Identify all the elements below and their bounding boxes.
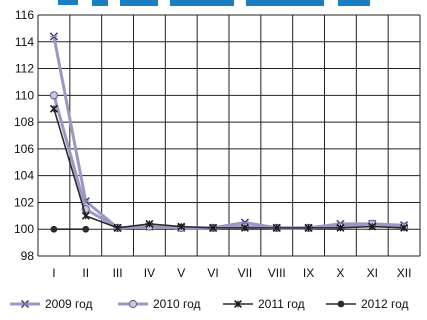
legend-label: 2011 год: [258, 297, 305, 311]
legend-item: 2012 год: [326, 297, 409, 311]
y-tick-label: 112: [15, 62, 34, 76]
y-tick-label: 106: [14, 142, 34, 156]
y-tick-label: 100: [14, 222, 34, 236]
x-tick-label: II: [82, 266, 89, 280]
y-tick-label: 108: [14, 115, 34, 129]
point: [368, 222, 377, 231]
x-tick-label: XI: [367, 266, 378, 280]
y-tick-label: 104: [14, 169, 34, 183]
point: [177, 222, 186, 231]
point: [49, 104, 58, 113]
point: [304, 223, 313, 232]
x-tick-label: X: [336, 266, 344, 280]
x-tick-label: I: [52, 266, 55, 280]
point: [336, 223, 345, 232]
legend-label: 2009 год: [45, 297, 93, 311]
y-tick-label: 98: [21, 249, 35, 263]
x-tick-label: VI: [207, 266, 218, 280]
series-2011-год: [49, 104, 409, 232]
y-tick-label: 116: [15, 8, 34, 22]
point: [337, 300, 345, 308]
point: [400, 223, 409, 232]
x-tick-label: VIII: [268, 266, 286, 280]
point: [113, 223, 122, 232]
series-2012-год: [50, 225, 90, 233]
x-tick-label: III: [113, 266, 123, 280]
y-tick-label: 102: [14, 195, 34, 209]
x-tick-label: VII: [238, 266, 253, 280]
legend-item: 2009 год: [10, 297, 93, 311]
y-axis: 98 100 102 104 106 108 110 112 114 116: [14, 8, 34, 263]
point: [49, 91, 59, 100]
point: [50, 225, 58, 233]
point: [20, 299, 30, 309]
series-group: [49, 32, 409, 233]
legend-item: 2011 год: [223, 297, 305, 311]
point: [128, 299, 138, 309]
title-fragment: [58, 0, 370, 6]
legend-item: 2010 год: [118, 297, 201, 311]
grid: [37, 14, 421, 257]
y-tick-label: 110: [15, 88, 34, 102]
point: [209, 223, 218, 232]
point: [240, 223, 249, 232]
x-tick-label: V: [177, 266, 185, 280]
point: [272, 223, 281, 232]
series-line: [53, 108, 405, 229]
point: [82, 225, 90, 233]
legend-label: 2012 год: [361, 297, 409, 311]
legend: 2009 год 2010 год 2011 год 2012 год: [10, 297, 409, 311]
x-axis: I II III IV V VI VII VIII IX X XI XII: [52, 266, 411, 280]
x-tick-label: IV: [144, 266, 155, 280]
legend-label: 2010 год: [153, 297, 201, 311]
point: [49, 32, 59, 41]
x-tick-label: XII: [397, 266, 412, 280]
point: [234, 300, 242, 308]
x-tick-label: IX: [303, 266, 314, 280]
point: [145, 219, 154, 228]
point: [81, 211, 90, 220]
y-tick-label: 114: [15, 35, 34, 49]
